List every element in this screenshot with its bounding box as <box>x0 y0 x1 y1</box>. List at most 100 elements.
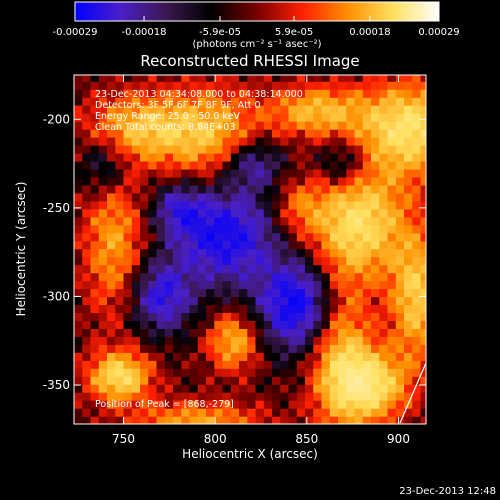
heatmap-cell <box>222 81 232 90</box>
heatmap-cell <box>404 328 413 337</box>
heatmap-cell <box>313 113 323 122</box>
heatmap-cell <box>329 176 339 186</box>
heatmap-cell <box>74 192 83 202</box>
heatmap-cell <box>107 280 116 290</box>
heatmap-cell <box>404 81 413 90</box>
heatmap-cell <box>387 184 397 194</box>
heatmap-cell <box>90 176 100 186</box>
heatmap-cell <box>412 81 422 90</box>
heatmap-cell <box>247 376 257 385</box>
heatmap-cell <box>329 328 339 337</box>
heatmap-cell <box>222 320 232 329</box>
heatmap-cell <box>214 184 224 194</box>
heatmap-cell <box>296 145 306 154</box>
heatmap-cell <box>131 224 141 234</box>
heatmap-cell <box>362 168 372 178</box>
heatmap-cell <box>222 160 232 170</box>
heatmap-cell <box>189 368 199 377</box>
heatmap-cell <box>346 176 356 186</box>
heatmap-cell <box>412 296 422 305</box>
heatmap-cell <box>420 176 426 186</box>
heatmap-cell <box>371 184 380 194</box>
heatmap-cell <box>362 304 372 313</box>
heatmap-cell <box>404 208 413 218</box>
heatmap-cell <box>82 344 92 353</box>
heatmap-cell <box>346 264 356 274</box>
heatmap-cell <box>239 384 248 393</box>
colorbar-gradient <box>74 1 440 22</box>
heatmap-cell <box>321 416 331 424</box>
heatmap-cell <box>387 176 397 186</box>
heatmap-cell <box>404 248 413 258</box>
heatmap-cell <box>197 416 207 424</box>
heatmap-cell <box>173 392 182 401</box>
heatmap-cell <box>148 89 158 98</box>
heatmap-cell <box>222 105 232 114</box>
heatmap-cell <box>140 296 149 305</box>
heatmap-cell <box>206 264 215 274</box>
heatmap-cell <box>420 328 426 337</box>
heatmap-cell <box>239 184 248 194</box>
heatmap-cell <box>288 160 298 170</box>
heatmap-cell <box>115 152 125 162</box>
heatmap-cell <box>354 152 364 162</box>
heatmap-cell <box>371 360 380 369</box>
heatmap-cell <box>74 360 83 369</box>
heatmap-cell <box>82 320 92 329</box>
heatmap-cell <box>420 256 426 266</box>
heatmap-cell <box>280 320 290 329</box>
heatmap-cell <box>222 352 232 361</box>
heatmap-cell <box>206 216 215 226</box>
heatmap-cell <box>239 312 248 321</box>
heatmap-cell <box>354 296 364 305</box>
heatmap-cell <box>371 352 380 361</box>
heatmap-cell <box>173 208 182 218</box>
heatmap-cell <box>82 184 92 194</box>
heatmap-cell <box>280 312 290 321</box>
heatmap-cell <box>313 400 323 409</box>
heatmap-cell <box>115 264 125 274</box>
heatmap-cell <box>263 184 273 194</box>
heatmap-cell <box>131 320 141 329</box>
heatmap-cell <box>230 176 240 186</box>
heatmap-cell <box>82 416 92 424</box>
heatmap-cell <box>156 256 166 266</box>
heatmap-cell <box>115 400 125 409</box>
heatmap-cell <box>305 400 314 409</box>
heatmap-cell <box>131 288 141 298</box>
heatmap-cell <box>131 152 141 162</box>
heatmap-cell <box>90 168 100 178</box>
heatmap-cell <box>206 288 215 298</box>
heatmap-cell <box>197 184 207 194</box>
heatmap-cell <box>230 184 240 194</box>
heatmap-cell <box>90 152 100 162</box>
heatmap-cell <box>280 129 290 138</box>
heatmap-cell <box>255 216 265 226</box>
heatmap-cell <box>338 105 347 114</box>
heatmap-cell <box>362 216 372 226</box>
heatmap-cell <box>346 256 356 266</box>
heatmap-cell <box>272 296 281 305</box>
heatmap-cell <box>206 376 215 385</box>
heatmap-cell <box>82 232 92 242</box>
heatmap-cell <box>412 224 422 234</box>
heatmap-cell <box>346 208 356 218</box>
heatmap-cell <box>305 81 314 90</box>
heatmap-cell <box>296 81 306 90</box>
heatmap-cell <box>412 304 422 313</box>
heatmap-cell <box>346 368 356 377</box>
heatmap-cell <box>329 360 339 369</box>
heatmap-cell <box>371 400 380 409</box>
heatmap-cell <box>362 256 372 266</box>
heatmap-cell <box>115 160 125 170</box>
heatmap-cell <box>140 288 149 298</box>
heatmap-cell <box>296 304 306 313</box>
heatmap-cell <box>263 97 273 106</box>
heatmap-cell <box>379 113 389 122</box>
heatmap-cell <box>263 176 273 186</box>
heatmap-cell <box>379 400 389 409</box>
heatmap-cell <box>305 344 314 353</box>
heatmap-cell <box>131 121 141 130</box>
heatmap-cell <box>255 328 265 337</box>
heatmap-cell <box>131 232 141 242</box>
